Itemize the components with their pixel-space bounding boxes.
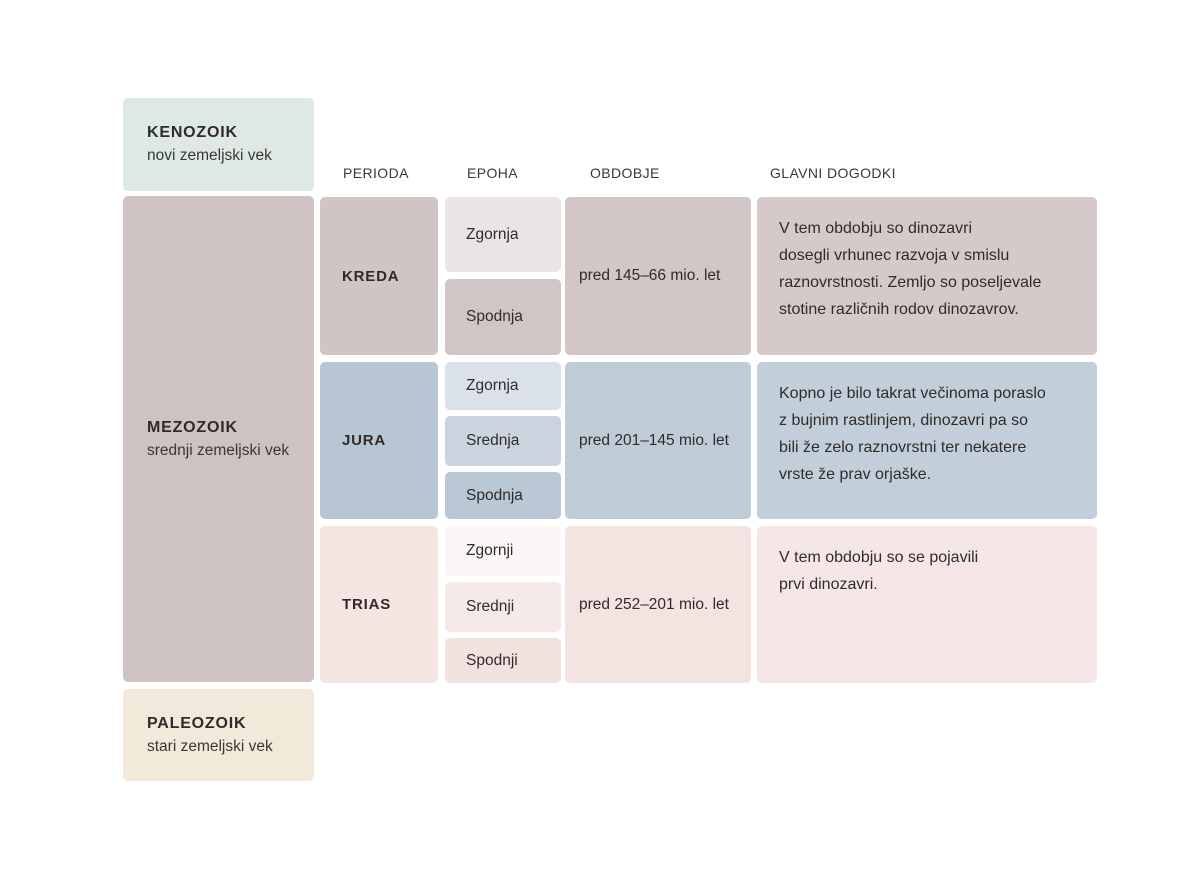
epoch-box-trias-zgornji: Zgornji xyxy=(445,526,561,576)
epoch-box-jura-srednja: Srednja xyxy=(445,416,561,466)
epoch-box-trias-spodnji: Spodnji xyxy=(445,638,561,683)
era-box-mezozoik: MEZOZOIK srednji zemeljski vek xyxy=(123,196,314,682)
period-box-kreda: KREDA xyxy=(320,197,438,355)
time-range-kreda: pred 145–66 mio. let xyxy=(565,197,751,355)
events-kreda: V tem obdobju so dinozavri dosegli vrhun… xyxy=(757,197,1097,355)
time-range-trias: pred 252–201 mio. let xyxy=(565,526,751,683)
era-title: KENOZOIK xyxy=(147,124,238,141)
era-title: MEZOZOIK xyxy=(147,418,238,436)
events-jura: Kopno je bilo takrat večinoma poraslo z … xyxy=(757,362,1097,519)
epoch-box-kreda-spodnja: Spodnja xyxy=(445,279,561,355)
era-title: PALEOZOIK xyxy=(147,714,247,732)
era-subtitle: stari zemeljski vek xyxy=(147,737,273,755)
epoch-box-jura-zgornja: Zgornja xyxy=(445,362,561,410)
column-header-glavni-dogodki: GLAVNI DOGODKI xyxy=(770,165,896,181)
period-box-trias: TRIAS xyxy=(320,526,438,683)
time-range-jura: pred 201–145 mio. let xyxy=(565,362,751,519)
column-header-perioda: PERIODA xyxy=(343,165,409,181)
epoch-box-trias-srednji: Srednji xyxy=(445,582,561,632)
era-box-paleozoik: PALEOZOIK stari zemeljski vek xyxy=(123,689,314,781)
era-subtitle: novi zemeljski vek xyxy=(147,147,272,164)
column-header-obdobje: OBDOBJE xyxy=(590,165,660,181)
period-box-jura: JURA xyxy=(320,362,438,519)
events-trias: V tem obdobju so se pojavili prvi dinoza… xyxy=(757,526,1097,683)
era-subtitle: srednji zemeljski vek xyxy=(147,441,290,459)
era-box-kenozoik: KENOZOIK novi zemeljski vek xyxy=(123,98,314,191)
epoch-box-jura-spodnja: Spodnja xyxy=(445,472,561,519)
column-header-epoha: EPOHA xyxy=(467,165,519,181)
epoch-box-kreda-zgornja: Zgornja xyxy=(445,197,561,272)
